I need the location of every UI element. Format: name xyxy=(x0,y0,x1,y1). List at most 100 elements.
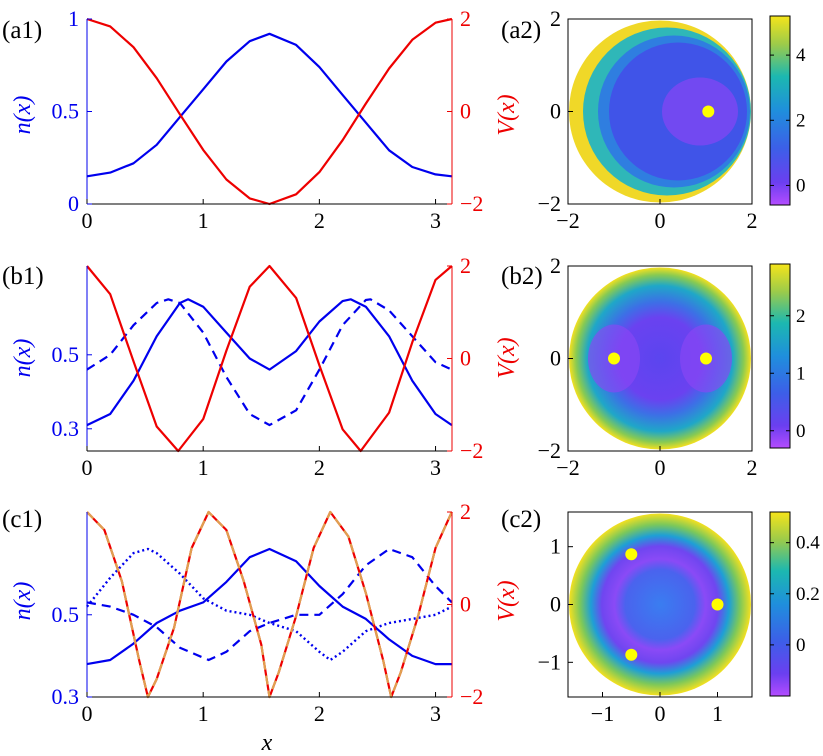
panel-a2-ytick-1: 0 xyxy=(550,99,561,124)
panel-b2-colorbar-tick-0: 0 xyxy=(796,421,806,442)
panel-c1-xtick-0: 0 xyxy=(82,701,93,726)
panel-c2-colorbar-tick-0: 0 xyxy=(796,635,806,656)
panel-c2-ytick-1: 0 xyxy=(550,592,561,617)
panel-a1: 0 1 2 3 0 0.5 1 −2 0 2 (a1) n(x) V(x) xyxy=(2,6,520,233)
panel-c2-density-map xyxy=(569,513,751,696)
panel-c1-label: (c1) xyxy=(2,506,42,533)
panel-c2-xtick-0: −1 xyxy=(591,701,614,726)
panel-c2-colorbar xyxy=(769,511,791,697)
panel-b1-y2tick-2: 2 xyxy=(460,253,471,278)
panel-b2-ytick-2: 2 xyxy=(550,253,561,278)
panel-b1-xtick-3: 3 xyxy=(430,455,441,480)
panel-b2-colorbar xyxy=(769,263,791,449)
panel-a1-ytick-1: 0.5 xyxy=(52,99,80,124)
panel-b2-ytick-1: 0 xyxy=(550,346,561,371)
panel-c1-series-2 xyxy=(86,547,453,662)
panel-a2-colorbar-tick-0: 0 xyxy=(796,175,806,196)
panel-b1-label: (b1) xyxy=(2,263,44,290)
panel-b1-ytick-0: 0.3 xyxy=(52,416,80,441)
panel-a2-plot-area: −2 0 2 −2 0 2 0 2 4 xyxy=(538,6,806,233)
panel-c1-xtick-3: 3 xyxy=(430,701,441,726)
panel-c2-vortex-marker-1 xyxy=(711,598,724,611)
panel-b2-colorbar-tick-2: 2 xyxy=(796,306,806,327)
panel-c1-ylabel: n(x) xyxy=(10,582,36,621)
panel-a1-xtick-1: 1 xyxy=(198,208,209,233)
panel-b2-vortex-marker-0 xyxy=(608,352,620,365)
panel-b1-ylabel: n(x) xyxy=(10,339,36,378)
panel-a2-ytick-0: −2 xyxy=(538,191,561,216)
panel-c2-colorbar-tick-2: 0.4 xyxy=(796,533,820,554)
panel-c2-vortex-marker-2 xyxy=(625,648,638,661)
panel-b1: 0 1 2 3 0.3 0.5 −2 0 2 (b1) n(x) V(x) xyxy=(2,253,520,480)
panel-b1-xtick-0: 0 xyxy=(82,455,93,480)
panel-c1-y2label: V(x) xyxy=(494,580,520,621)
panel-c1-ytick-1: 0.5 xyxy=(52,602,80,627)
panel-b2-xtick-0: −2 xyxy=(556,455,579,480)
panel-b1-ytick-1: 0.5 xyxy=(52,342,80,367)
panel-b1-series-1 xyxy=(86,298,453,427)
panel-c1-xtick-2: 2 xyxy=(314,701,325,726)
panel-a2-colorbar-tick-1: 2 xyxy=(796,110,806,131)
panel-a2-label: (a2) xyxy=(501,17,541,44)
panel-b1-plot-area: 0 1 2 3 0.3 0.5 −2 0 2 xyxy=(52,253,484,480)
panel-b2-xtick-1: 0 xyxy=(655,455,666,480)
panel-c1-ytick-0: 0.3 xyxy=(52,684,80,709)
panel-c1-series-3 xyxy=(86,547,453,662)
panel-b2-label: (b2) xyxy=(501,263,543,290)
panel-a2-colorbar-tick-2: 4 xyxy=(796,45,806,66)
panel-a1-ytick-2: 1 xyxy=(68,6,79,31)
panel-c2-xtick-1: 0 xyxy=(655,701,666,726)
panel-b1-series-2 xyxy=(86,298,453,427)
panel-a1-y2label: V(x) xyxy=(494,94,520,135)
panel-b1-y2tick-1: 0 xyxy=(460,346,471,371)
panel-c2-ytick-2: 1 xyxy=(550,534,561,559)
panel-b1-series-3 xyxy=(86,264,453,453)
panel-a1-label: (a1) xyxy=(2,17,42,44)
panel-c1-y2tick-1: 0 xyxy=(460,592,471,617)
panel-a1-ylabel: n(x) xyxy=(10,96,36,135)
panel-a1-y2tick-0: −2 xyxy=(460,191,483,216)
panel-b2-plot-area: −2 0 2 −2 0 2 0 1 2 xyxy=(538,253,806,480)
panel-a1-xtick-0: 0 xyxy=(82,208,93,233)
panel-c2-label: (c2) xyxy=(501,506,541,533)
panel-a2-ytick-2: 2 xyxy=(550,6,561,31)
panel-a1-xtick-3: 3 xyxy=(430,208,441,233)
panel-c1-xtick-1: 1 xyxy=(198,701,209,726)
panel-c1-y2tick-2: 2 xyxy=(460,499,471,524)
panel-a2-vortex-marker-0 xyxy=(702,105,715,118)
panel-a1-plot-area: 0 1 2 3 0 0.5 1 −2 0 2 xyxy=(52,6,484,233)
panel-b2-vortex-marker-1 xyxy=(700,352,712,365)
panel-a2-xtick-2: 2 xyxy=(747,208,758,233)
panel-b2-density-map xyxy=(569,267,751,450)
panel-a1-series-1 xyxy=(86,32,452,178)
panel-a2-colorbar xyxy=(769,15,791,206)
panel-b2-colorbar-tick-1: 1 xyxy=(796,363,806,384)
panel-c1: 0 1 2 3 0.3 0.5 −2 0 2 (c1) n(x) V(x) xyxy=(2,499,520,726)
panel-a2-density-well xyxy=(662,77,738,146)
panel-c2-ytick-0: −1 xyxy=(538,649,561,674)
panel-c1-series-1 xyxy=(86,547,452,666)
panel-a2-xtick-1: 0 xyxy=(655,208,666,233)
panel-b1-y2tick-0: −2 xyxy=(460,438,483,463)
panel-a1-xtick-2: 2 xyxy=(314,208,325,233)
panel-a1-y2tick-2: 2 xyxy=(460,6,471,31)
panel-a1-series-2 xyxy=(86,17,453,206)
panel-c1-series-5 xyxy=(86,510,453,699)
panel-b2-xtick-2: 2 xyxy=(747,455,758,480)
panel-a1-y2tick-1: 0 xyxy=(460,99,471,124)
panel-a1-ytick-0: 0 xyxy=(68,191,79,216)
panel-c2-xtick-2: 1 xyxy=(712,701,723,726)
panel-a2-xtick-0: −2 xyxy=(556,208,579,233)
panel-b1-y2label: V(x) xyxy=(494,337,520,378)
panel-c2-colorbar-tick-1: 0.2 xyxy=(796,584,820,605)
panel-b2-ytick-0: −2 xyxy=(538,438,561,463)
figure-xlabel: x xyxy=(261,730,273,756)
panel-b2: −2 0 2 −2 0 2 0 1 2 (b2) xyxy=(501,253,806,480)
panel-c2: −1 0 1 −1 0 1 0 0.2 0.4 (c2) xyxy=(501,506,820,726)
panel-c1-plot-area: 0 1 2 3 0.3 0.5 −2 0 2 xyxy=(52,499,484,726)
panel-b1-xtick-2: 2 xyxy=(314,455,325,480)
panel-c2-vortex-marker-0 xyxy=(625,548,638,561)
panel-c2-plot-area: −1 0 1 −1 0 1 0 0.2 0.4 xyxy=(538,511,820,726)
panel-a2: −2 0 2 −2 0 2 0 2 4 (a2) xyxy=(501,6,806,233)
